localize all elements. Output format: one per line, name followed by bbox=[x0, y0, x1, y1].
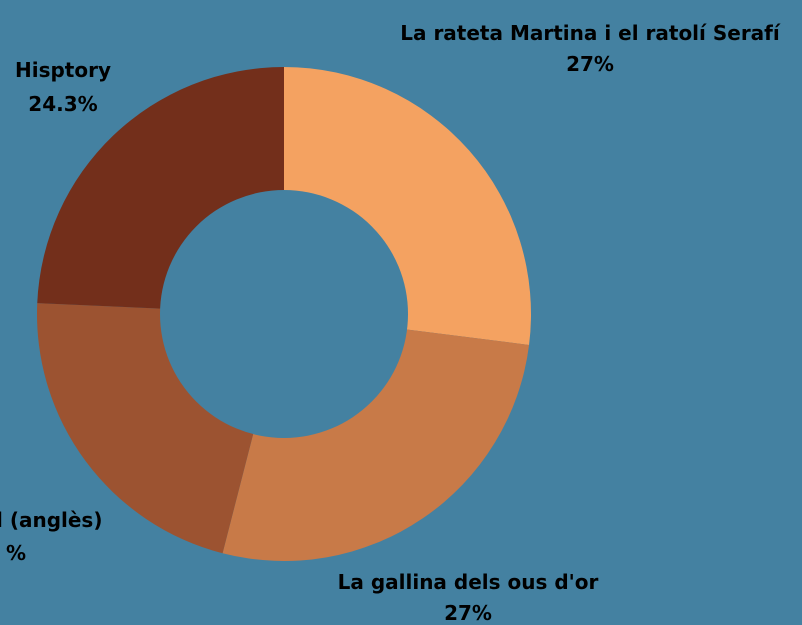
donut-hole bbox=[160, 190, 408, 438]
slice-label-percent-2: 27% bbox=[444, 601, 492, 625]
labels-layer: La rateta Martina i el ratolí Serafí 27% L… bbox=[0, 21, 781, 625]
slice-label-name-3: l (anglès) bbox=[0, 508, 102, 532]
slice-label-percent-3: % bbox=[6, 541, 26, 565]
slice-label-name-2: La gallina dels ous d'or bbox=[338, 570, 599, 594]
slice-label-percent-1: 27% bbox=[566, 52, 614, 76]
slice-label-name-1: La rateta Martina i el ratolí Serafí bbox=[400, 21, 781, 45]
slice-label-name-4: Hisptory bbox=[15, 58, 111, 82]
slice-label-percent-4: 24.3% bbox=[28, 92, 97, 116]
